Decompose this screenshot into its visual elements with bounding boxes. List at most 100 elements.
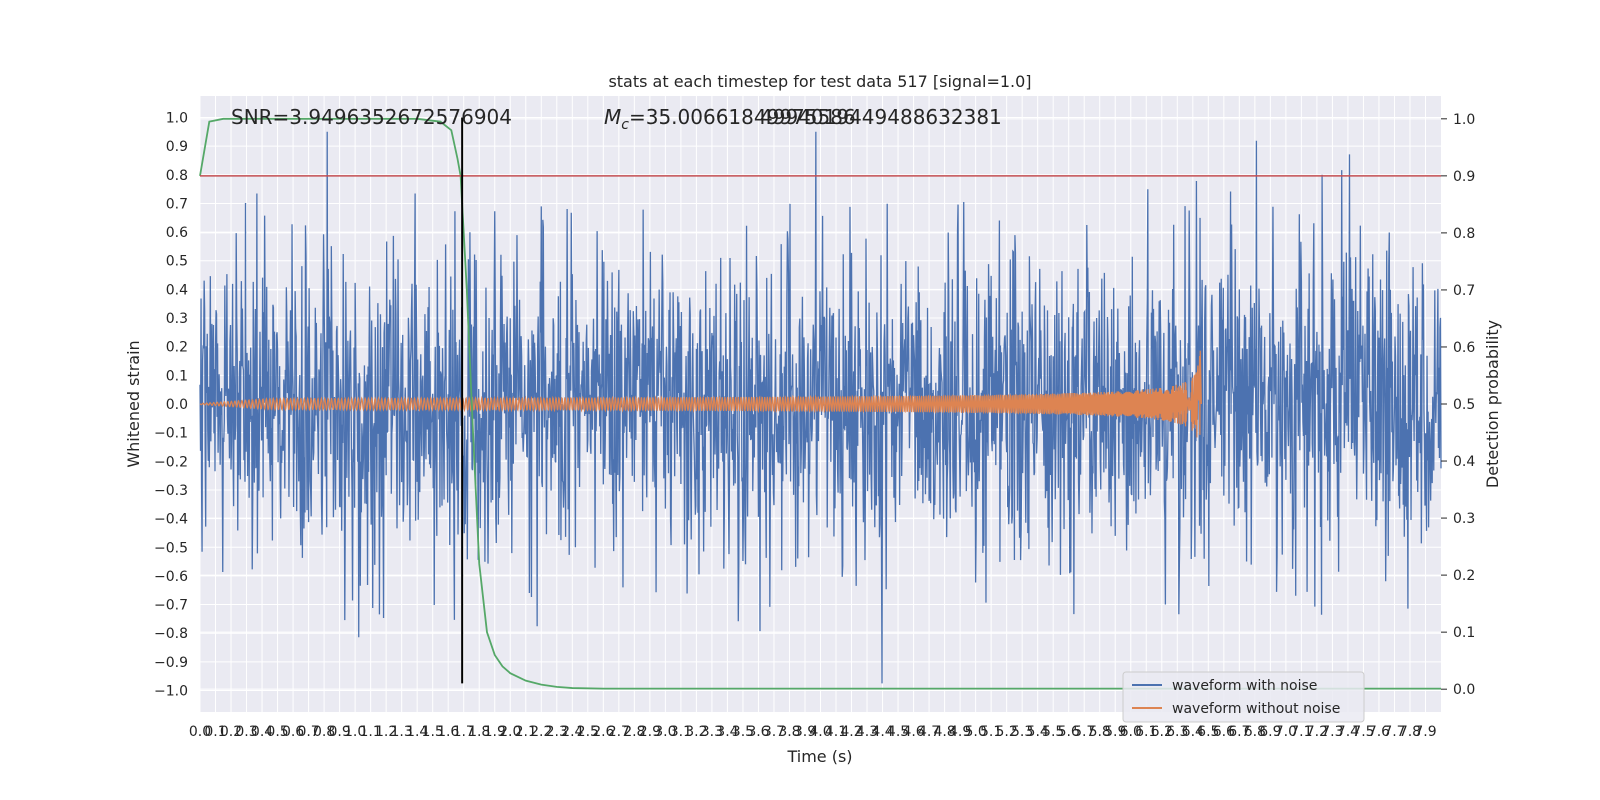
series-layer: [199, 117, 1442, 690]
x-tick-label: 2.2: [530, 724, 552, 740]
x-tick-label: 3.9: [794, 724, 816, 740]
x-tick-label: 6.2: [1151, 724, 1173, 740]
x-tick-label: 0.7: [297, 724, 319, 740]
y-tick-label: 0.9: [166, 139, 188, 155]
x-tick-label: 4.2: [840, 724, 862, 740]
x-tick-label: 1.0: [344, 724, 366, 740]
x-tick-label: 5.0: [964, 724, 986, 740]
y2-tick-label: 1.0: [1453, 112, 1475, 128]
y-tick-label: −0.8: [154, 626, 188, 642]
x-tick-label: 7.2: [1306, 724, 1328, 740]
x-tick-label: 4.0: [809, 724, 831, 740]
x-tick-label: 5.3: [1011, 724, 1033, 740]
x-tick-label: 0.6: [282, 724, 304, 740]
legend-box: [1122, 671, 1365, 723]
x-tick-label: 2.8: [623, 724, 645, 740]
x-tick-label: 7.8: [1399, 724, 1421, 740]
x-tick-label: 2.0: [499, 724, 521, 740]
chart-title: stats at each timestep for test data 517…: [608, 72, 1031, 91]
x-tick-label: 0.5: [266, 724, 288, 740]
y-tick-label: −1.0: [154, 684, 188, 700]
x-tick-label: 1.6: [437, 724, 459, 740]
series-clean-line: [199, 350, 1202, 438]
x-tick-label: 5.7: [1073, 724, 1095, 740]
x-tick-label: 1.2: [375, 724, 397, 740]
y-tick-label: −0.1: [154, 426, 188, 442]
x-tick-label: 7.7: [1383, 724, 1405, 740]
x-tick-label: 0.2: [220, 724, 242, 740]
x-tick-label: 5.9: [1104, 724, 1126, 740]
x-tick-label: 4.4: [871, 724, 893, 740]
mc-subscript: c: [621, 117, 629, 133]
x-tick-label: 5.2: [996, 724, 1018, 740]
mc-annotation: Mc=35.00661849975586: [604, 105, 856, 133]
x-tick-label: 1.5: [422, 724, 444, 740]
x-tick-label: 0.4: [251, 724, 273, 740]
x-tick-label: 5.1: [980, 724, 1002, 740]
x-tick-label: 2.5: [577, 724, 599, 740]
x-tick-label: 3.5: [732, 724, 754, 740]
x-tick-label: 2.1: [515, 724, 537, 740]
x-tick-label: 0.0: [189, 724, 211, 740]
mc-overlap-annotation: 4994019449488632381: [760, 105, 1002, 129]
x-tick-label: 3.3: [701, 724, 723, 740]
x-tick-label: 4.8: [933, 724, 955, 740]
y2-axis-label: Detection probability: [1483, 320, 1502, 488]
x-tick-label: 2.9: [639, 724, 661, 740]
y2-tick-label: 0.2: [1453, 568, 1475, 584]
x-tick-label: 3.6: [747, 724, 769, 740]
x-tick-label: 7.0: [1275, 724, 1297, 740]
y2-tick-label: 0.9: [1453, 169, 1475, 185]
y-tick-labels: −1.0 −0.9 −0.8 −0.7 −0.6 −0.5 −0.4 −0.3 −0.2 −0.1…: [154, 110, 188, 699]
y2-tick-label: 0.4: [1453, 454, 1475, 470]
snr-annotation: SNR=3.9496352672576904: [231, 105, 512, 129]
x-tick-label: 6.9: [1259, 724, 1281, 740]
legend-label-noise: waveform with noise: [1172, 678, 1317, 694]
x-tick-label: 7.4: [1337, 724, 1359, 740]
x-tick-label: 7.9: [1414, 724, 1436, 740]
x-tick-label: 0.8: [313, 724, 335, 740]
x-tick-label: 0.3: [235, 724, 257, 740]
x-tick-label: 4.6: [902, 724, 924, 740]
y-tick-label: −0.2: [154, 454, 188, 470]
x-tick-label: 7.5: [1352, 724, 1374, 740]
x-tick-label: 4.1: [825, 724, 847, 740]
x-tick-label: 4.7: [918, 724, 940, 740]
x-tick-label: 3.1: [670, 724, 692, 740]
y-tick-label: 0.1: [166, 368, 188, 384]
x-tick-label: 5.6: [1058, 724, 1080, 740]
x-tick-label: 6.8: [1244, 724, 1266, 740]
legend-label-clean: waveform without noise: [1172, 701, 1340, 717]
x-tick-label: 6.6: [1213, 724, 1235, 740]
x-tick-label: 1.8: [468, 724, 490, 740]
x-tick-label: 3.2: [685, 724, 707, 740]
y-tick-label: 0.2: [166, 340, 188, 356]
y-tick-label: 0.8: [166, 168, 188, 184]
x-tick-label: 6.0: [1120, 724, 1142, 740]
x-tick-label: 2.4: [561, 724, 583, 740]
x-tick-label: 2.7: [608, 724, 630, 740]
y-tick-label: 0.7: [166, 196, 188, 212]
x-tick-label: 2.3: [546, 724, 568, 740]
y-tick-label: 0.3: [166, 311, 188, 327]
x-tick-label: 0.9: [328, 724, 350, 740]
x-tick-label: 6.3: [1166, 724, 1188, 740]
y2-tick-label: 0.3: [1453, 511, 1475, 527]
y-tick-label: 0.5: [166, 254, 188, 270]
x-tick-label: 3.7: [763, 724, 785, 740]
y-tick-label: 1.0: [166, 110, 188, 126]
x-tick-label: 6.4: [1182, 724, 1204, 740]
y-tick-label: −0.3: [154, 483, 188, 499]
x-tick-label: 7.1: [1290, 724, 1312, 740]
legend: waveform with noise waveform without noi…: [1122, 671, 1365, 723]
y2-tick-label: 0.8: [1453, 226, 1475, 242]
y2-tick-label: 0.7: [1453, 283, 1475, 299]
y2-tick-labels: 0.0 0.1 0.2 0.3 0.4 0.5 0.6 0.7 0.8 0.9 1.0: [1441, 112, 1475, 698]
y-tick-label: −0.5: [154, 540, 188, 556]
y-tick-label: 0.0: [166, 397, 188, 413]
x-tick-label: 1.3: [391, 724, 413, 740]
x-axis-label: Time (s): [786, 747, 852, 766]
x-tick-label: 2.6: [592, 724, 614, 740]
mc-value: =35.00661849975586: [629, 105, 856, 129]
